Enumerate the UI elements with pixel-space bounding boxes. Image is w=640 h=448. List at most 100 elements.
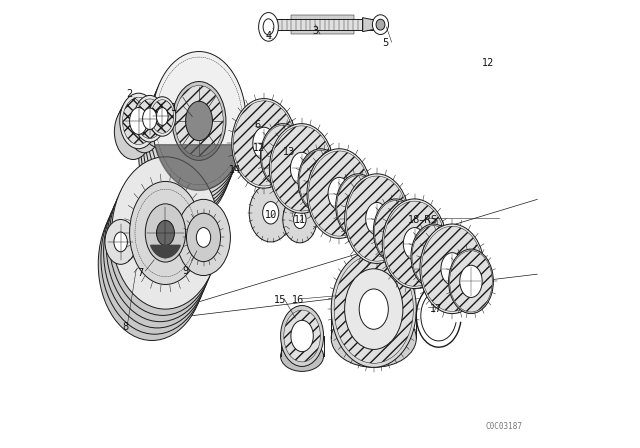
- Ellipse shape: [422, 240, 445, 272]
- Ellipse shape: [99, 188, 206, 340]
- Ellipse shape: [112, 157, 219, 309]
- Text: 4: 4: [266, 31, 271, 41]
- Ellipse shape: [449, 249, 493, 314]
- Text: 2: 2: [127, 89, 132, 99]
- Ellipse shape: [403, 228, 426, 260]
- Ellipse shape: [420, 224, 484, 314]
- Text: 6: 6: [254, 121, 260, 130]
- Ellipse shape: [347, 190, 369, 222]
- Ellipse shape: [332, 251, 417, 367]
- Ellipse shape: [141, 78, 235, 217]
- Ellipse shape: [143, 108, 157, 129]
- Text: 12: 12: [253, 143, 266, 153]
- Ellipse shape: [186, 101, 212, 141]
- Ellipse shape: [450, 251, 492, 312]
- Ellipse shape: [129, 106, 160, 153]
- Ellipse shape: [145, 204, 186, 262]
- Ellipse shape: [242, 108, 269, 145]
- Ellipse shape: [412, 226, 454, 287]
- Ellipse shape: [346, 176, 408, 261]
- Ellipse shape: [262, 125, 304, 186]
- Ellipse shape: [147, 62, 242, 201]
- Ellipse shape: [260, 124, 305, 188]
- Ellipse shape: [374, 201, 417, 262]
- Ellipse shape: [147, 100, 174, 140]
- Ellipse shape: [157, 108, 168, 125]
- Text: 10: 10: [264, 210, 277, 220]
- Ellipse shape: [186, 213, 221, 262]
- Ellipse shape: [283, 196, 317, 243]
- Ellipse shape: [237, 117, 264, 155]
- Ellipse shape: [385, 215, 407, 247]
- Ellipse shape: [280, 306, 324, 366]
- Ellipse shape: [101, 182, 209, 334]
- Ellipse shape: [422, 226, 483, 311]
- Ellipse shape: [249, 184, 292, 242]
- Ellipse shape: [118, 97, 156, 152]
- Ellipse shape: [298, 149, 343, 213]
- Polygon shape: [291, 15, 353, 34]
- Text: 8: 8: [122, 322, 128, 332]
- Ellipse shape: [384, 201, 445, 286]
- Ellipse shape: [145, 68, 239, 207]
- Ellipse shape: [284, 310, 321, 362]
- Ellipse shape: [263, 19, 274, 35]
- Text: 3: 3: [312, 26, 319, 36]
- Ellipse shape: [131, 103, 162, 149]
- Ellipse shape: [150, 57, 244, 196]
- Ellipse shape: [294, 211, 306, 228]
- Text: 16: 16: [291, 295, 304, 305]
- Ellipse shape: [308, 151, 370, 236]
- Ellipse shape: [269, 124, 334, 213]
- Ellipse shape: [365, 202, 388, 235]
- Ellipse shape: [109, 163, 216, 315]
- Ellipse shape: [307, 149, 371, 238]
- Ellipse shape: [106, 169, 214, 322]
- Ellipse shape: [382, 199, 447, 289]
- Ellipse shape: [143, 73, 237, 212]
- Ellipse shape: [359, 289, 388, 329]
- Ellipse shape: [336, 174, 380, 238]
- Polygon shape: [273, 19, 383, 30]
- Text: 1: 1: [172, 103, 177, 112]
- Ellipse shape: [134, 95, 166, 142]
- Polygon shape: [150, 246, 180, 258]
- Text: C0C03187: C0C03187: [486, 422, 523, 431]
- Polygon shape: [362, 17, 380, 32]
- Ellipse shape: [271, 126, 332, 211]
- Ellipse shape: [139, 84, 233, 223]
- Ellipse shape: [332, 309, 417, 367]
- Text: 18–RS: 18–RS: [408, 215, 438, 224]
- Ellipse shape: [271, 140, 294, 172]
- Ellipse shape: [177, 199, 230, 276]
- Ellipse shape: [105, 220, 136, 264]
- Ellipse shape: [240, 111, 267, 148]
- Ellipse shape: [196, 228, 211, 247]
- Ellipse shape: [460, 265, 482, 297]
- Ellipse shape: [334, 255, 413, 363]
- Ellipse shape: [299, 151, 342, 211]
- Polygon shape: [155, 145, 243, 190]
- Ellipse shape: [152, 52, 246, 190]
- Ellipse shape: [291, 320, 314, 352]
- Text: 13: 13: [282, 147, 295, 157]
- Ellipse shape: [149, 97, 176, 136]
- Ellipse shape: [132, 99, 164, 146]
- Ellipse shape: [172, 82, 226, 160]
- Ellipse shape: [175, 86, 223, 156]
- Ellipse shape: [136, 99, 163, 138]
- Ellipse shape: [344, 174, 409, 263]
- Ellipse shape: [441, 253, 463, 285]
- Ellipse shape: [253, 127, 275, 159]
- Ellipse shape: [234, 101, 294, 186]
- Ellipse shape: [337, 176, 380, 237]
- Text: 17: 17: [430, 304, 443, 314]
- Ellipse shape: [232, 99, 296, 188]
- Ellipse shape: [114, 232, 127, 252]
- Ellipse shape: [151, 100, 173, 133]
- Ellipse shape: [291, 152, 313, 185]
- Ellipse shape: [328, 177, 351, 210]
- Text: 14: 14: [228, 165, 241, 175]
- Ellipse shape: [116, 100, 154, 156]
- Ellipse shape: [373, 199, 418, 263]
